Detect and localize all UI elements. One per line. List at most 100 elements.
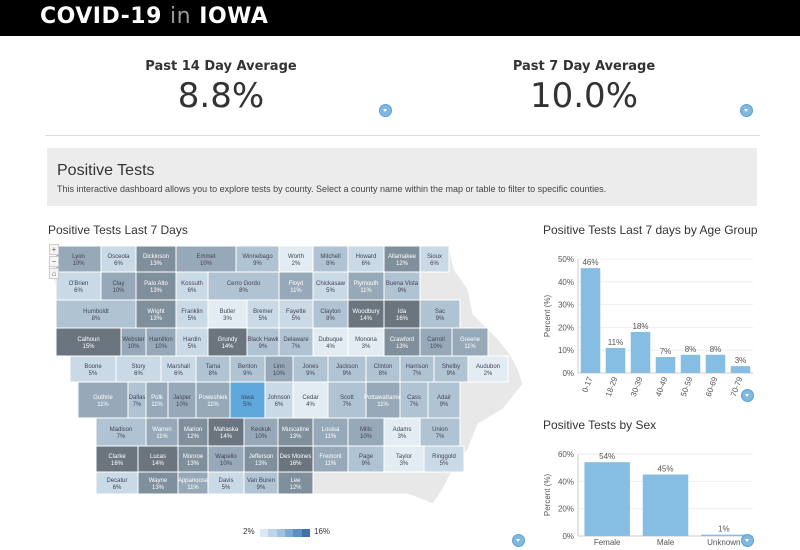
zoom-out-button[interactable]: − xyxy=(49,256,59,267)
age-chart-info-icon[interactable] xyxy=(741,389,754,402)
sex-chart-info-icon[interactable] xyxy=(741,534,754,547)
bar-60-69[interactable] xyxy=(705,354,726,373)
bar-unknown[interactable] xyxy=(701,534,747,536)
bar-18-29[interactable] xyxy=(605,347,626,373)
bar-70-79[interactable] xyxy=(730,366,751,373)
kpi-14day-info-icon[interactable] xyxy=(379,104,392,117)
bar-30-39[interactable] xyxy=(630,331,651,373)
zoom-home-button[interactable]: ⌂ xyxy=(49,268,59,279)
bar-female[interactable] xyxy=(584,462,630,536)
kpi-7day-info-icon[interactable] xyxy=(740,104,753,117)
bar-0-17[interactable] xyxy=(580,268,601,373)
bar-50-59[interactable] xyxy=(680,354,701,373)
map-info-icon[interactable] xyxy=(512,534,525,547)
bar-40-49[interactable] xyxy=(655,357,676,373)
